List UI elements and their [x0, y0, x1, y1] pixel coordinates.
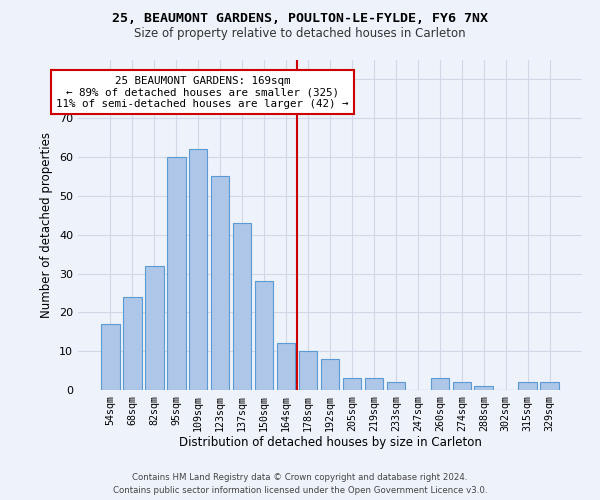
Bar: [431, 378, 449, 390]
Bar: [101, 324, 119, 390]
Bar: [255, 282, 274, 390]
Bar: [277, 344, 295, 390]
Text: 25 BEAUMONT GARDENS: 169sqm
← 89% of detached houses are smaller (325)
11% of se: 25 BEAUMONT GARDENS: 169sqm ← 89% of det…: [56, 76, 349, 108]
Text: Size of property relative to detached houses in Carleton: Size of property relative to detached ho…: [134, 28, 466, 40]
Bar: [123, 297, 142, 390]
Bar: [211, 176, 229, 390]
Bar: [365, 378, 383, 390]
Bar: [233, 223, 251, 390]
Bar: [541, 382, 559, 390]
X-axis label: Distribution of detached houses by size in Carleton: Distribution of detached houses by size …: [179, 436, 481, 450]
Bar: [167, 157, 185, 390]
Bar: [343, 378, 361, 390]
Bar: [299, 351, 317, 390]
Bar: [452, 382, 471, 390]
Bar: [518, 382, 537, 390]
Y-axis label: Number of detached properties: Number of detached properties: [40, 132, 53, 318]
Bar: [145, 266, 164, 390]
Bar: [320, 359, 340, 390]
Bar: [475, 386, 493, 390]
Text: 25, BEAUMONT GARDENS, POULTON-LE-FYLDE, FY6 7NX: 25, BEAUMONT GARDENS, POULTON-LE-FYLDE, …: [112, 12, 488, 26]
Bar: [386, 382, 405, 390]
Bar: [189, 150, 208, 390]
Text: Contains HM Land Registry data © Crown copyright and database right 2024.
Contai: Contains HM Land Registry data © Crown c…: [113, 474, 487, 495]
